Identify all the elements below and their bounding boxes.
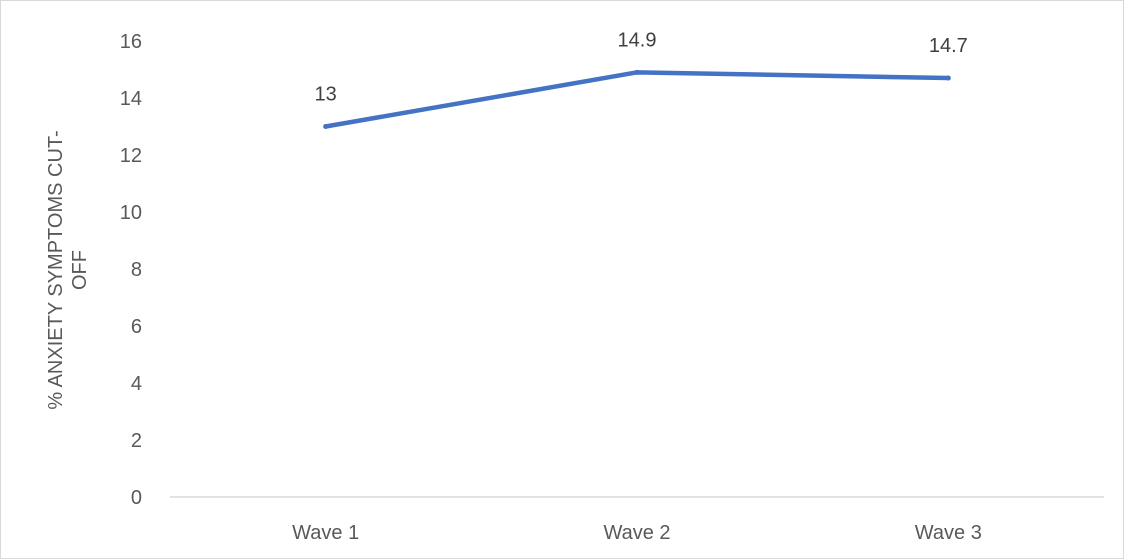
data-label: 14.7 (929, 35, 968, 57)
data-label: 13 (315, 84, 337, 106)
x-tick-label: Wave 2 (603, 522, 670, 544)
data-point (323, 124, 329, 129)
y-tick-label: 10 (120, 202, 142, 224)
data-labels: 13 14.9 14.7 (315, 29, 968, 105)
y-tick-label: 16 (120, 31, 142, 53)
x-tick-label: Wave 1 (292, 522, 359, 544)
data-point (634, 69, 640, 75)
y-tick-label: 14 (120, 88, 142, 110)
y-tick-label: 4 (131, 373, 142, 395)
x-tick-label: Wave 3 (915, 522, 982, 544)
y-tick-label: 6 (131, 316, 142, 338)
y-tick-label: 2 (131, 430, 142, 452)
y-axis-ticks: 0 2 4 6 8 10 12 14 16 (120, 31, 142, 509)
y-tick-label: 12 (120, 145, 142, 167)
data-label: 14.9 (618, 29, 657, 51)
series-group (323, 69, 951, 129)
y-axis-title-line-2: OFF (69, 250, 91, 290)
y-axis-title: % ANXIETY SYMPTOMS CUT- OFF (45, 130, 91, 409)
series-line (323, 70, 951, 129)
y-axis-title-line-1: % ANXIETY SYMPTOMS CUT- (45, 130, 67, 409)
x-axis: Wave 1 Wave 2 Wave 3 (170, 496, 1104, 544)
y-tick-label: 0 (131, 487, 142, 509)
data-point (945, 75, 951, 81)
y-tick-label: 8 (131, 259, 142, 281)
